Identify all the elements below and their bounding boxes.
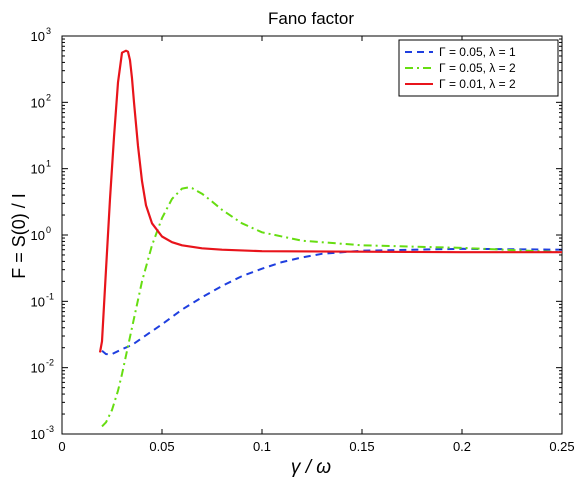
y-axis-label: F = S(0) / I: [9, 193, 29, 279]
x-tick-label: 0: [58, 439, 65, 454]
x-tick-label: 0.25: [549, 439, 574, 454]
series-line-1: [101, 247, 563, 356]
y-tick-label: 10: [31, 228, 45, 243]
x-axis-label: γ / ω: [291, 457, 331, 478]
y-tick-label: 10: [31, 162, 45, 177]
x-tick-label: 0.1: [253, 439, 271, 454]
y-tick-label: 10: [31, 95, 45, 110]
y-tick-exponent: 0: [46, 225, 51, 235]
y-tick-exponent: -2: [46, 358, 54, 368]
legend: Γ = 0.05, λ = 1 Γ = 0.05, λ = 2 Γ = 0.01, …: [398, 39, 559, 97]
series-line-2: [101, 186, 563, 428]
y-tick-label: 10: [31, 427, 45, 442]
legend-label-2: Γ = 0.05, λ = 2: [439, 61, 516, 75]
y-tick-label: 10: [31, 361, 45, 376]
chart-title: Fano factor: [268, 9, 354, 28]
x-tick-label: 0.05: [149, 439, 174, 454]
x-tick-label: 0.2: [453, 439, 471, 454]
series-line-3: [98, 49, 562, 353]
y-tick-exponent: 2: [46, 92, 51, 102]
y-tick-exponent: -1: [46, 291, 54, 301]
y-tick-label: 10: [31, 29, 45, 44]
y-tick-exponent: -3: [46, 424, 54, 434]
x-tick-label: 0.15: [349, 439, 374, 454]
legend-label-1: Γ = 0.05, λ = 1: [439, 45, 516, 59]
x-axis: 0 0.05 0.1 0.15 0.2 0.25: [58, 36, 575, 454]
y-tick-label: 10: [31, 294, 45, 309]
y-tick-exponent: 3: [46, 26, 51, 36]
legend-label-3: Γ = 0.01, λ = 2: [439, 77, 516, 91]
y-tick-exponent: 1: [46, 159, 51, 169]
